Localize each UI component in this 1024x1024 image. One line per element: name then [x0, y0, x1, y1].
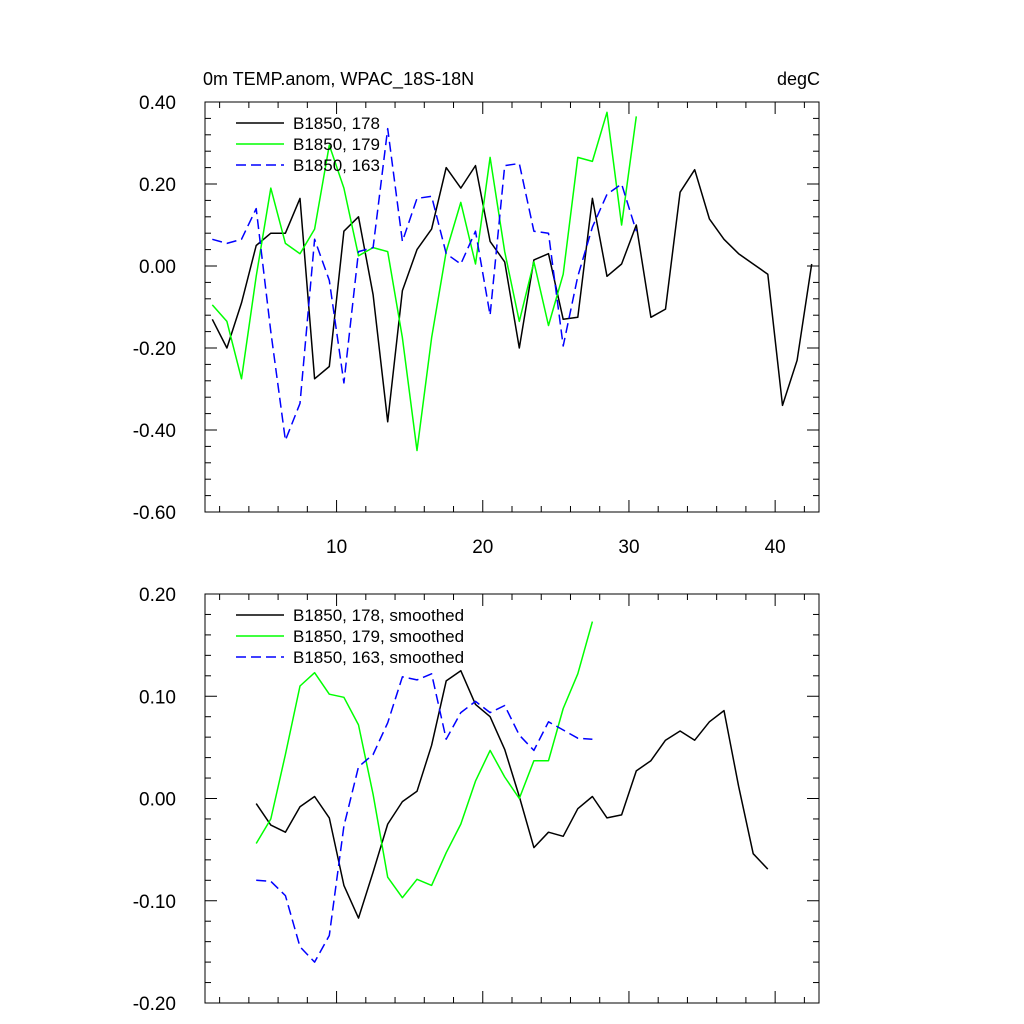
y-tick-label: 0.00	[139, 790, 176, 811]
series-line-1	[211, 164, 813, 423]
y-tick-label: -0.20	[133, 994, 176, 1015]
series-line-2	[211, 111, 638, 452]
y-tick-label: 0.20	[139, 175, 176, 196]
x-tick-label: 10	[326, 537, 347, 558]
x-tick-label: 30	[618, 537, 639, 558]
y-tick-label: -0.10	[133, 892, 176, 913]
x-tick-label: 40	[765, 537, 786, 558]
chart-title: 0m TEMP.anom, WPAC_18S-18N	[203, 69, 474, 90]
y-tick-label: 0.20	[139, 585, 176, 606]
series-line-1	[255, 669, 769, 919]
y-tick-label: -0.40	[133, 421, 176, 442]
chart-panel-1: -0.60 -0.40 -0.20 0.00 0.20 0.40 10 20 30 40 0m TE…	[133, 69, 820, 558]
y-tick-label: 0.40	[139, 93, 176, 114]
x-tick-label: 20	[472, 537, 493, 558]
y-tick-label: -0.60	[133, 503, 176, 524]
legend-label-3: B1850, 163	[293, 156, 380, 175]
series-line-3	[256, 673, 593, 963]
series-line-2	[255, 621, 594, 899]
legend-label-1: B1850, 178	[293, 114, 380, 133]
series-line-3	[212, 127, 638, 442]
legend-label-3: B1850, 163, smoothed	[293, 648, 464, 667]
legend-label-1: B1850, 178, smoothed	[293, 606, 464, 625]
legend-label-2: B1850, 179, smoothed	[293, 627, 464, 646]
chart-panel-2: -0.20 -0.10 0.00 0.10 0.20 B1850, 178, smooth…	[133, 585, 820, 1015]
y-tick-label: 0.00	[139, 257, 176, 278]
legend-label-2: B1850, 179	[293, 135, 380, 154]
y-tick-label: -0.20	[133, 339, 176, 360]
units-label: degC	[777, 69, 820, 89]
y-tick-label: 0.10	[139, 687, 176, 708]
